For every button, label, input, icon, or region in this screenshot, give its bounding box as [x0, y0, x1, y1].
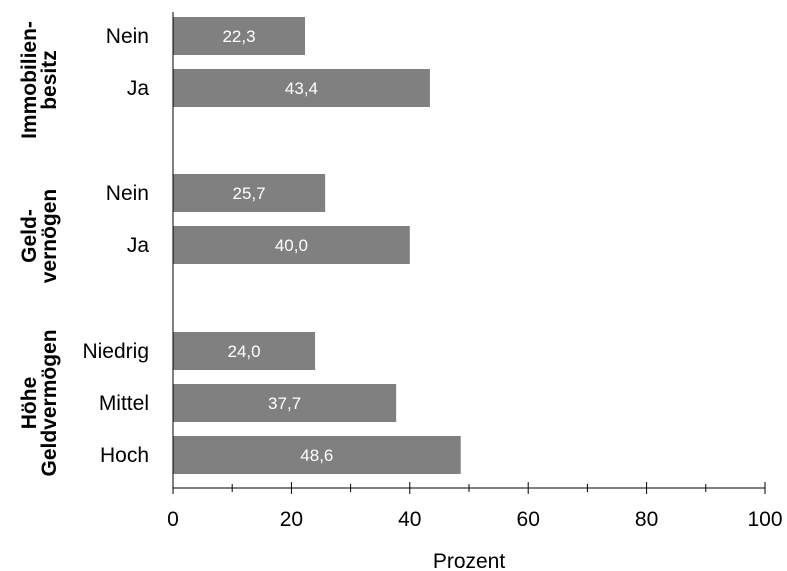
data-label: 24,0	[227, 342, 260, 361]
category-label: Nein	[106, 182, 149, 205]
data-label: 37,7	[268, 394, 301, 413]
category-label: Ja	[127, 77, 150, 100]
bar	[173, 69, 430, 107]
bar	[173, 384, 397, 422]
data-label: 43,4	[285, 79, 318, 98]
group-label: Immobilien-	[18, 21, 41, 139]
group-label: Höhe	[18, 377, 41, 430]
bar	[173, 226, 410, 264]
x-tick-label: 100	[747, 508, 782, 531]
category-label: Hoch	[100, 444, 149, 467]
x-tick-label: 20	[280, 508, 303, 531]
x-tick-label: 80	[635, 508, 658, 531]
data-label: 48,6	[300, 446, 333, 465]
group-label: vernögen	[38, 189, 61, 284]
bar	[173, 17, 306, 55]
group-label: Geldvermögen	[38, 329, 61, 476]
bar	[173, 174, 326, 212]
bar	[173, 436, 461, 474]
x-tick-label: 40	[398, 508, 421, 531]
group-label: besitz	[38, 50, 61, 110]
x-tick-label: 0	[167, 508, 179, 531]
data-label: 25,7	[233, 184, 266, 203]
category-label: Mittel	[99, 392, 149, 415]
x-axis: 0 20 40 60 80 100	[167, 12, 783, 531]
group-label: Geld-	[18, 209, 41, 263]
x-tick-label: 60	[517, 508, 540, 531]
bars-layer: Immobilien-besitz Nein 22,3 Ja 43,4 Geld-vern…	[18, 17, 461, 477]
data-label: 40,0	[275, 236, 308, 255]
x-axis-title: Prozent	[433, 550, 506, 571]
data-label: 22,3	[222, 27, 255, 46]
category-label: Ja	[127, 234, 150, 257]
bar	[173, 332, 316, 370]
category-label: Nein	[106, 25, 149, 48]
category-label: Niedrig	[82, 340, 149, 363]
